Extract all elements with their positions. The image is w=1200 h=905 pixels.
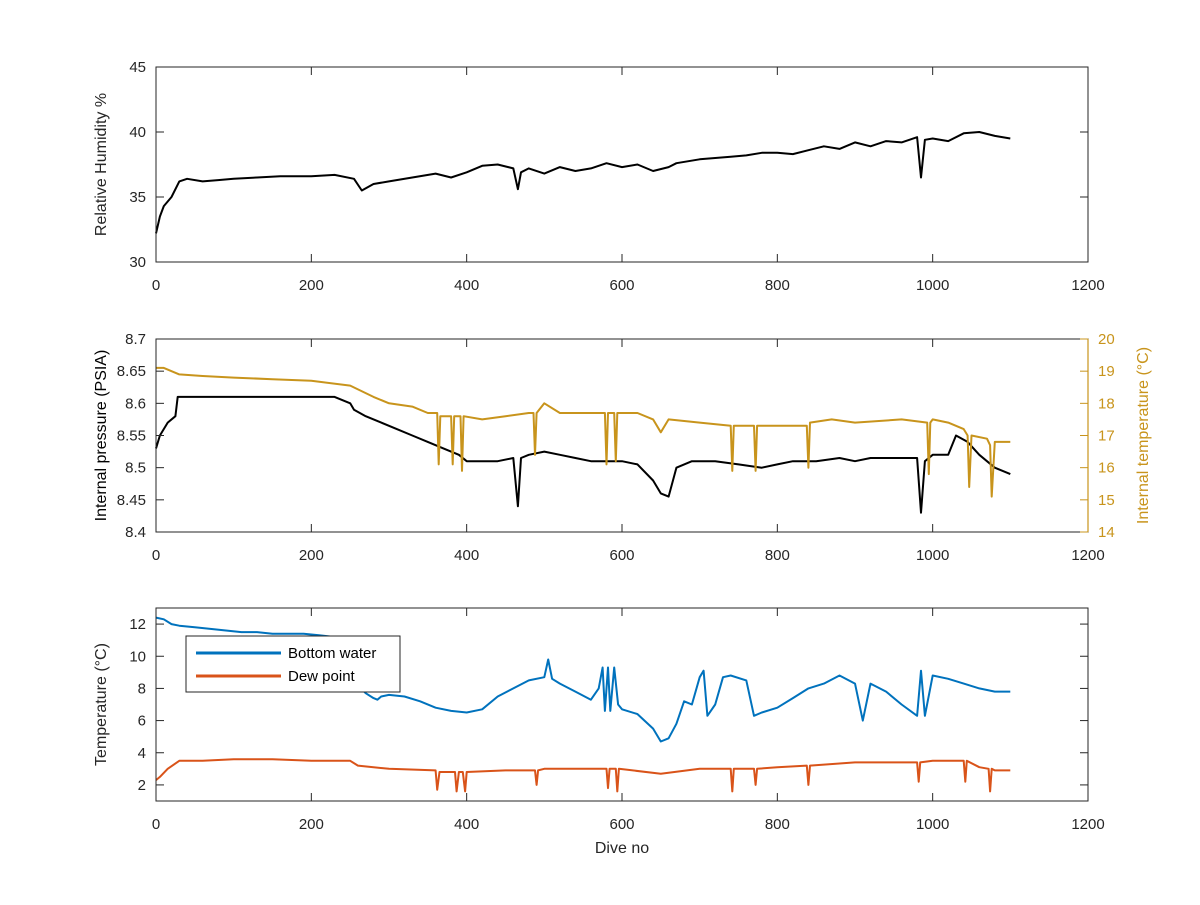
- y2-tick-label: 17: [1098, 428, 1115, 445]
- y-tick-label: 8.65: [117, 363, 146, 380]
- y-tick-label: 8.45: [117, 492, 146, 509]
- x-tick-label: 800: [765, 277, 790, 294]
- x-tick-label: 0: [152, 277, 160, 294]
- y-tick-label: 8.7: [125, 331, 146, 348]
- x-tick-label: 400: [454, 277, 479, 294]
- x-tick-label: 600: [609, 277, 634, 294]
- subplot-2: 0 200 400 600 800 1000 1200 8.4 8.45 8.5 8.55 8.6 8.…: [93, 331, 1152, 564]
- legend: Bottom water Dew point: [185, 635, 401, 693]
- y-tick-label: 45: [129, 59, 146, 76]
- y-tick-label: 10: [129, 648, 146, 665]
- x-tick-label: 800: [765, 547, 790, 564]
- y-tick-label: 2: [138, 777, 146, 794]
- x-tick-label: 1000: [916, 816, 949, 833]
- subplot-3: 0 200 400 600 800 1000 1200 2 4 6 8 10 12 Temperature…: [93, 607, 1105, 857]
- legend-label: Bottom water: [288, 645, 376, 662]
- x-tick-label: 400: [454, 547, 479, 564]
- legend-label: Dew point: [288, 668, 356, 685]
- series-line-plot2: [155, 395, 1011, 514]
- y-tick-label: 12: [129, 616, 146, 633]
- subplot-1: 0 200 400 600 800 1000 1200 30 35 40 45 Relative Hu…: [93, 59, 1105, 294]
- x-tick-label: 1200: [1071, 816, 1104, 833]
- x-tick-label: 1000: [916, 277, 949, 294]
- x-tick-label: 400: [454, 816, 479, 833]
- x-tick-label: 600: [609, 816, 634, 833]
- y2-tick-label: 19: [1098, 363, 1115, 380]
- axes-box: [155, 338, 1089, 533]
- series-line-dew-point: [155, 758, 1011, 793]
- y2-tick-label: 18: [1098, 395, 1115, 412]
- y2-axis-label: Internal temperature (°C): [1135, 347, 1152, 524]
- x-tick-label: 0: [152, 547, 160, 564]
- y-axis-label: Relative Humidity %: [93, 93, 110, 236]
- y2-tick-label: 14: [1098, 524, 1115, 541]
- y-tick-label: 6: [138, 713, 146, 730]
- axes-box: [155, 66, 1089, 263]
- y-tick-label: 8: [138, 680, 146, 697]
- x-tick-label: 1000: [916, 547, 949, 564]
- x-tick-label: 1200: [1071, 547, 1104, 564]
- x-tick-label: 0: [152, 816, 160, 833]
- y-tick-label: 4: [138, 745, 146, 762]
- x-tick-label: 800: [765, 816, 790, 833]
- series-line-plot1: [155, 131, 1011, 234]
- y-tick-label: 8.5: [125, 460, 146, 477]
- y-tick-label: 35: [129, 189, 146, 206]
- legend-box: [185, 635, 401, 693]
- series-line-internal-temperature: [156, 366, 1011, 498]
- y2-tick-label: 15: [1098, 492, 1115, 509]
- y-tick-label: 8.4: [125, 524, 146, 541]
- x-tick-label: 600: [609, 547, 634, 564]
- y-axis-label: Internal pressure (PSIA): [93, 350, 110, 522]
- y-tick-label: 8.6: [125, 395, 146, 412]
- x-tick-label: 200: [299, 547, 324, 564]
- y-axis-label: Temperature (°C): [93, 643, 110, 766]
- y2-tick-label: 16: [1098, 460, 1115, 477]
- y2-tick-label: 20: [1098, 331, 1115, 348]
- y-tick-label: 8.55: [117, 428, 146, 445]
- y-tick-label: 40: [129, 124, 146, 141]
- y-tick-label: 30: [129, 254, 146, 271]
- x-tick-label: 200: [299, 816, 324, 833]
- x-tick-label: 1200: [1071, 277, 1104, 294]
- x-axis-label: Dive no: [595, 840, 649, 857]
- x-tick-label: 200: [299, 277, 324, 294]
